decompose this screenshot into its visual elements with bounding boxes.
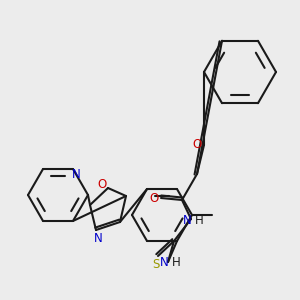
Text: S: S [152, 257, 160, 271]
Text: N: N [72, 167, 80, 181]
Text: N: N [94, 232, 102, 244]
Text: O: O [98, 178, 106, 190]
Text: O: O [192, 139, 202, 152]
Text: N: N [183, 214, 191, 226]
Text: O: O [149, 193, 159, 206]
Text: H: H [195, 214, 203, 226]
Text: H: H [172, 256, 180, 269]
Text: N: N [160, 256, 168, 269]
